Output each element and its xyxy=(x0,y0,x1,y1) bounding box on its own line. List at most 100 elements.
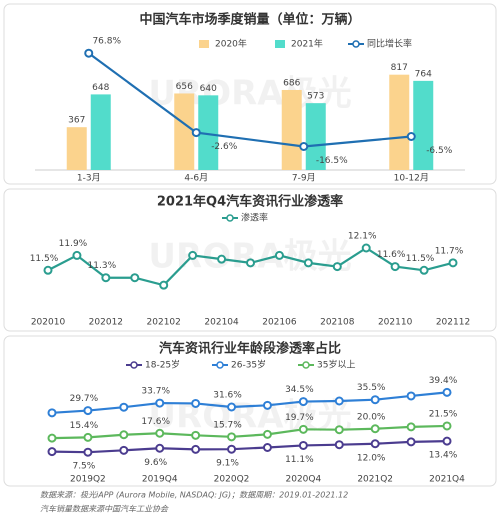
point xyxy=(217,254,227,264)
value-label: 11.9% xyxy=(59,239,88,249)
point xyxy=(47,408,57,418)
legend-swatch xyxy=(302,361,310,369)
point xyxy=(188,250,198,260)
point xyxy=(370,424,380,434)
value-label: 29.7% xyxy=(70,394,99,404)
footer-note: 汽车销量数据来源中国汽车工业协会 xyxy=(40,505,169,514)
value-label: 11.3% xyxy=(88,261,117,271)
x-tick-label: 202012 xyxy=(89,318,123,328)
legend-label: 2020年 xyxy=(215,38,247,50)
legend-label: 同比增长率 xyxy=(367,38,412,50)
value-label: -6.5% xyxy=(426,146,453,156)
point xyxy=(72,250,82,260)
value-label: 39.4% xyxy=(429,376,458,386)
x-tick-label: 202110 xyxy=(378,318,413,328)
point xyxy=(332,262,342,272)
bar xyxy=(281,89,302,170)
bar xyxy=(305,103,326,170)
value-label: 76.8% xyxy=(92,37,121,47)
point xyxy=(442,387,452,397)
point xyxy=(101,273,111,283)
point xyxy=(119,430,129,440)
line xyxy=(51,424,448,440)
value-label: 15.7% xyxy=(213,420,242,430)
watermark: URORA极光 xyxy=(148,237,351,277)
x-tick-label: 2019Q2 xyxy=(70,475,106,485)
value-label: 20.0% xyxy=(357,412,386,422)
point xyxy=(227,432,237,442)
bar xyxy=(198,95,219,170)
value-label: 7.5% xyxy=(72,462,95,472)
value-label: 11.5% xyxy=(406,254,435,264)
point xyxy=(191,430,201,440)
bar xyxy=(174,93,195,170)
point xyxy=(83,432,93,442)
value-label: -2.6% xyxy=(211,142,238,152)
value-label: 19.7% xyxy=(285,413,314,423)
x-tick-label: 2019Q4 xyxy=(142,475,178,485)
panel xyxy=(3,3,497,185)
value-label: 817 xyxy=(391,63,408,73)
footer-source: 数据来源：极光iAPP (Aurora Mobile, NASDAQ: JG)；… xyxy=(40,491,348,500)
point xyxy=(246,258,255,268)
point xyxy=(155,443,165,453)
point xyxy=(262,400,272,410)
point xyxy=(227,402,237,412)
value-label: 9.6% xyxy=(144,458,167,468)
point xyxy=(159,280,169,290)
point xyxy=(390,262,400,272)
value-label: 12.1% xyxy=(348,232,377,242)
x-tick-label: 202112 xyxy=(436,318,470,328)
point xyxy=(406,422,416,432)
point xyxy=(83,406,93,416)
bar xyxy=(90,94,111,170)
point xyxy=(155,398,165,408)
bar xyxy=(66,127,87,170)
point xyxy=(370,395,380,405)
line xyxy=(51,440,448,454)
value-label: 34.5% xyxy=(285,385,314,395)
legend-swatch xyxy=(216,361,224,369)
value-label: 686 xyxy=(283,78,300,88)
value-label: 33.7% xyxy=(141,387,170,397)
x-tick-label: 2021Q4 xyxy=(429,475,465,485)
x-tick-label: 202106 xyxy=(262,318,297,328)
legend-label: 35岁以上 xyxy=(317,359,355,371)
chart-title: 汽车资讯行业年龄段渗透率占比 xyxy=(159,341,341,357)
point xyxy=(191,444,201,454)
legend-swatch xyxy=(352,40,360,48)
value-label: 11.5% xyxy=(30,254,59,264)
value-label: 12.0% xyxy=(357,453,386,463)
point xyxy=(299,142,309,151)
value-label: 11.7% xyxy=(435,246,464,256)
chart-title: 2021年Q4汽车资讯行业渗透率 xyxy=(157,194,343,210)
point xyxy=(119,402,129,412)
legend-label: 2021年 xyxy=(291,38,323,50)
legend-swatch xyxy=(199,40,209,48)
point xyxy=(262,429,272,439)
legend-label: 渗透率 xyxy=(241,212,268,224)
point xyxy=(262,443,272,452)
value-label: 656 xyxy=(176,82,193,92)
point xyxy=(47,433,57,443)
value-label: 573 xyxy=(307,92,324,102)
point xyxy=(83,447,93,457)
legend-swatch xyxy=(226,214,234,222)
x-tick-label: 2021Q2 xyxy=(357,475,393,485)
value-label: 15.4% xyxy=(70,421,99,431)
x-tick-label: 202102 xyxy=(147,318,181,328)
point xyxy=(298,440,308,450)
point xyxy=(334,425,344,435)
point xyxy=(442,436,452,446)
point xyxy=(274,250,284,260)
value-label: 13.4% xyxy=(429,451,458,461)
point xyxy=(303,258,313,268)
point xyxy=(419,265,429,275)
value-label: 648 xyxy=(92,83,109,93)
legend-label: 26-35岁 xyxy=(231,359,266,371)
bar xyxy=(413,80,434,170)
line xyxy=(51,391,448,414)
value-label: 11.1% xyxy=(285,455,314,465)
x-tick-label: 202108 xyxy=(320,318,355,328)
point xyxy=(406,132,416,141)
